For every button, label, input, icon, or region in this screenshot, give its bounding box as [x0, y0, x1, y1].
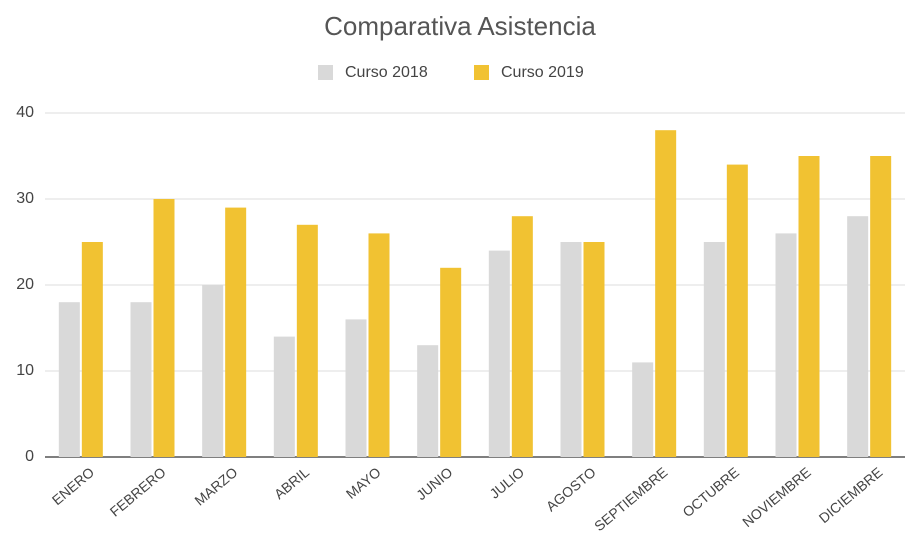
bar	[632, 362, 654, 457]
bar	[726, 164, 748, 457]
bar	[368, 233, 390, 457]
x-tick-label: JUNIO	[413, 464, 456, 503]
x-tick-label: MARZO	[191, 464, 240, 509]
bar	[202, 285, 224, 457]
bar	[225, 207, 247, 457]
bar	[58, 302, 80, 457]
bar	[130, 302, 152, 457]
x-tick-label: AGOSTO	[543, 464, 599, 515]
x-tick-label: DICIEMBRE	[816, 464, 886, 526]
x-tick-label: FEBRERO	[107, 464, 169, 520]
bar	[440, 267, 462, 457]
x-tick-label: ENERO	[49, 464, 98, 508]
x-tick-label: MAYO	[343, 464, 384, 502]
y-tick-label: 10	[16, 362, 34, 379]
legend-swatch	[474, 65, 489, 80]
x-tick-label: NOVIEMBRE	[739, 464, 814, 530]
x-tick-label: SEPTIEMBRE	[591, 464, 670, 534]
bar	[488, 250, 510, 457]
y-tick-label: 20	[16, 276, 34, 293]
x-tick-label: OCTUBRE	[679, 464, 742, 520]
bar	[847, 216, 869, 457]
x-tick-label: ABRIL	[271, 464, 312, 502]
x-tick-label: JULIO	[486, 464, 527, 502]
bar	[655, 130, 677, 457]
bar	[703, 242, 725, 457]
bar	[583, 242, 605, 457]
legend-swatch	[318, 65, 333, 80]
bar	[511, 216, 533, 457]
bar	[870, 156, 892, 457]
legend-label: Curso 2018	[345, 64, 428, 81]
bar	[775, 233, 797, 457]
legend-label: Curso 2019	[501, 64, 584, 81]
y-tick-label: 30	[16, 190, 34, 207]
bar	[81, 242, 103, 457]
bar	[417, 345, 439, 457]
bar	[273, 336, 295, 457]
bar	[345, 319, 367, 457]
chart-title: Comparativa Asistencia	[324, 11, 596, 41]
bar	[296, 224, 318, 457]
bar	[798, 156, 820, 457]
bar	[153, 199, 175, 457]
y-tick-label: 40	[16, 104, 34, 121]
y-tick-label: 0	[25, 448, 34, 465]
bar	[560, 242, 582, 457]
